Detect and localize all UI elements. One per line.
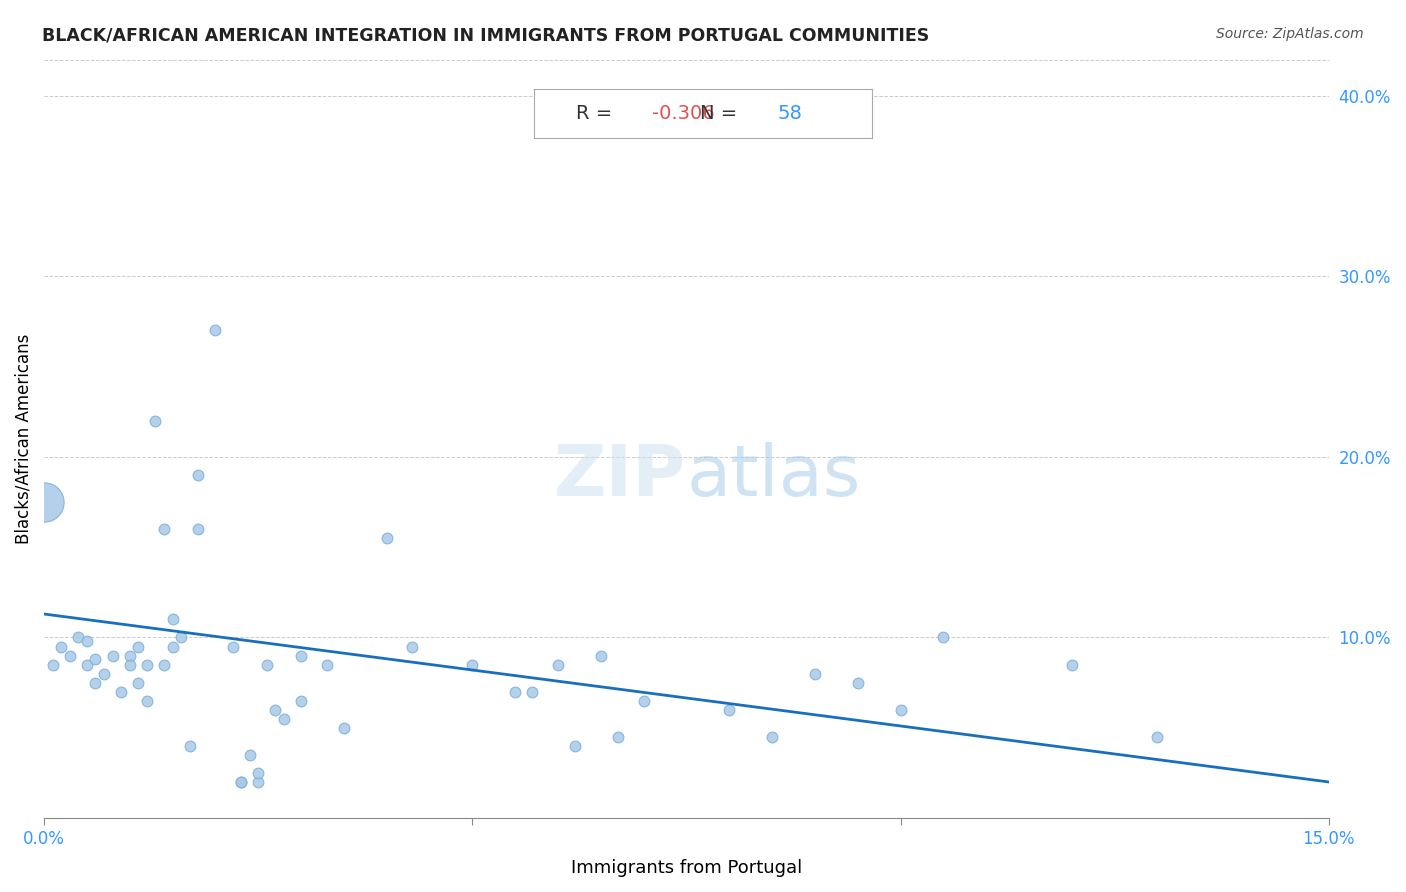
Text: atlas: atlas xyxy=(686,442,860,511)
Point xyxy=(59,648,82,663)
Point xyxy=(229,775,252,789)
Point xyxy=(247,775,270,789)
Point xyxy=(127,640,149,654)
Point xyxy=(162,612,184,626)
Point xyxy=(153,657,176,672)
Point xyxy=(76,634,98,648)
Point xyxy=(718,703,741,717)
Point xyxy=(84,675,107,690)
Point xyxy=(93,666,115,681)
Point xyxy=(247,766,270,780)
Text: ZIP: ZIP xyxy=(554,442,686,511)
Point xyxy=(127,675,149,690)
Point xyxy=(606,730,628,744)
Text: N =: N = xyxy=(700,104,744,123)
Point xyxy=(564,739,586,753)
Point xyxy=(846,675,869,690)
Point xyxy=(187,522,209,536)
Point xyxy=(804,666,827,681)
Point xyxy=(273,712,295,726)
Text: R =: R = xyxy=(576,104,619,123)
Point xyxy=(101,648,124,663)
Text: Source: ZipAtlas.com: Source: ZipAtlas.com xyxy=(1216,27,1364,41)
Point xyxy=(135,657,157,672)
Point xyxy=(461,657,484,672)
Point xyxy=(162,640,184,654)
Point xyxy=(290,694,312,708)
Point xyxy=(179,739,201,753)
Point xyxy=(401,640,423,654)
Point xyxy=(890,703,912,717)
Point xyxy=(229,775,252,789)
Point xyxy=(118,648,141,663)
Point xyxy=(84,652,107,666)
Point xyxy=(256,657,278,672)
Point xyxy=(187,467,209,482)
Point xyxy=(633,694,655,708)
Point xyxy=(333,721,356,735)
Point xyxy=(264,703,287,717)
Point xyxy=(221,640,243,654)
X-axis label: Immigrants from Portugal: Immigrants from Portugal xyxy=(571,859,801,877)
Y-axis label: Blacks/African Americans: Blacks/African Americans xyxy=(15,334,32,544)
Point xyxy=(375,531,398,545)
Point xyxy=(170,631,193,645)
Point xyxy=(135,694,157,708)
Point xyxy=(239,747,262,762)
Point xyxy=(522,684,544,698)
Point xyxy=(67,631,90,645)
Point xyxy=(32,495,55,509)
Point xyxy=(153,522,176,536)
Point xyxy=(41,657,63,672)
Point xyxy=(110,684,132,698)
Point xyxy=(145,414,167,428)
Point xyxy=(589,648,612,663)
Point xyxy=(204,324,226,338)
Point xyxy=(1146,730,1168,744)
Point xyxy=(315,657,337,672)
Point xyxy=(51,640,73,654)
Point xyxy=(118,657,141,672)
Text: 58: 58 xyxy=(778,104,801,123)
Point xyxy=(503,684,526,698)
Point xyxy=(547,657,569,672)
Point xyxy=(761,730,783,744)
Point xyxy=(76,657,98,672)
Point xyxy=(290,648,312,663)
Text: BLACK/AFRICAN AMERICAN INTEGRATION IN IMMIGRANTS FROM PORTUGAL COMMUNITIES: BLACK/AFRICAN AMERICAN INTEGRATION IN IM… xyxy=(42,27,929,45)
Point xyxy=(932,631,955,645)
Point xyxy=(1060,657,1083,672)
Text: -0.306: -0.306 xyxy=(652,104,716,123)
